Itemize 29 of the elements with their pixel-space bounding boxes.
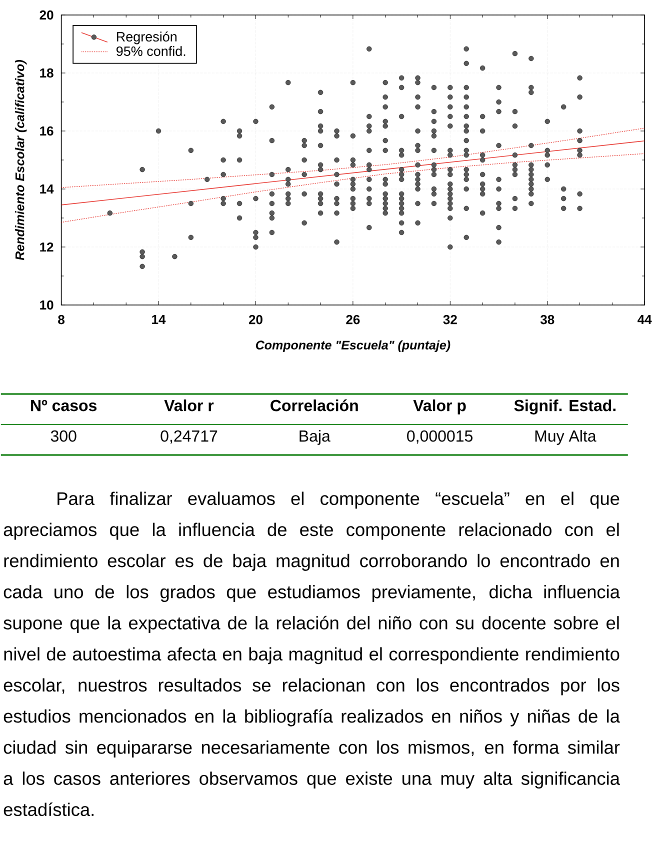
- text: Muy Alta: [535, 430, 596, 445]
- legend-label: Regresión: [116, 31, 176, 44]
- y-tick-label: 18: [40, 68, 54, 78]
- y-axis-title: Rendimiento Escolar (calificativo): [14, 60, 27, 260]
- line-series: [61, 128, 645, 188]
- x-tick-label: 20: [248, 315, 262, 324]
- x-tick-label: 8: [58, 315, 64, 324]
- category-label: Valor p: [413, 399, 466, 414]
- y-tick-label: 10: [40, 300, 54, 310]
- text: 0,24717: [160, 430, 218, 444]
- text: 0,000015: [406, 430, 472, 444]
- x-tick-label: 44: [638, 315, 652, 324]
- y-tick-label: 16: [40, 126, 54, 136]
- y-tick-label: 20: [40, 10, 54, 20]
- x-tick-label: 38: [540, 315, 554, 324]
- x-tick-label: 14: [152, 315, 166, 324]
- text: Para finalizar evaluamos el componente “escuela” en el que apreciamos que la influencia de este componente relacionado con el rendimiento escolar es de baja magnitud corroborando lo encontrado en cada uno de los grados que estudiamos previamente, dicha influencia supone que la expectativa de la relación del niño con su docente sobre el nivel de autoestima afecta en baja magnitud el correspondiente rendimiento escolar, nuestros resultados se relacionan con los encontrados por los estudios mencionados en la bibliografía realizados en niños y niñas de la ciudad sin equipararse necesariamente con los mismos, en forma similar a los casos anteriores observamos que existe una muy alta significancia estadística.: [4, 492, 620, 816]
- category-label: Nº casos: [31, 400, 96, 412]
- y-tick-label: 12: [40, 242, 54, 252]
- y-tick-label: 14: [40, 184, 54, 194]
- legend-label: 95% confid.: [116, 46, 186, 56]
- x-tick-label: 26: [346, 315, 360, 324]
- text: 300: [50, 430, 76, 442]
- x-axis-title: Componente "Escuela" (puntaje): [256, 340, 450, 352]
- category-label: Correlación: [270, 399, 358, 412]
- category-label: Signif. Estad.: [514, 399, 616, 414]
- x-tick-label: 32: [443, 315, 457, 324]
- text: Baja: [300, 430, 330, 445]
- category-label: Valor r: [164, 399, 214, 412]
